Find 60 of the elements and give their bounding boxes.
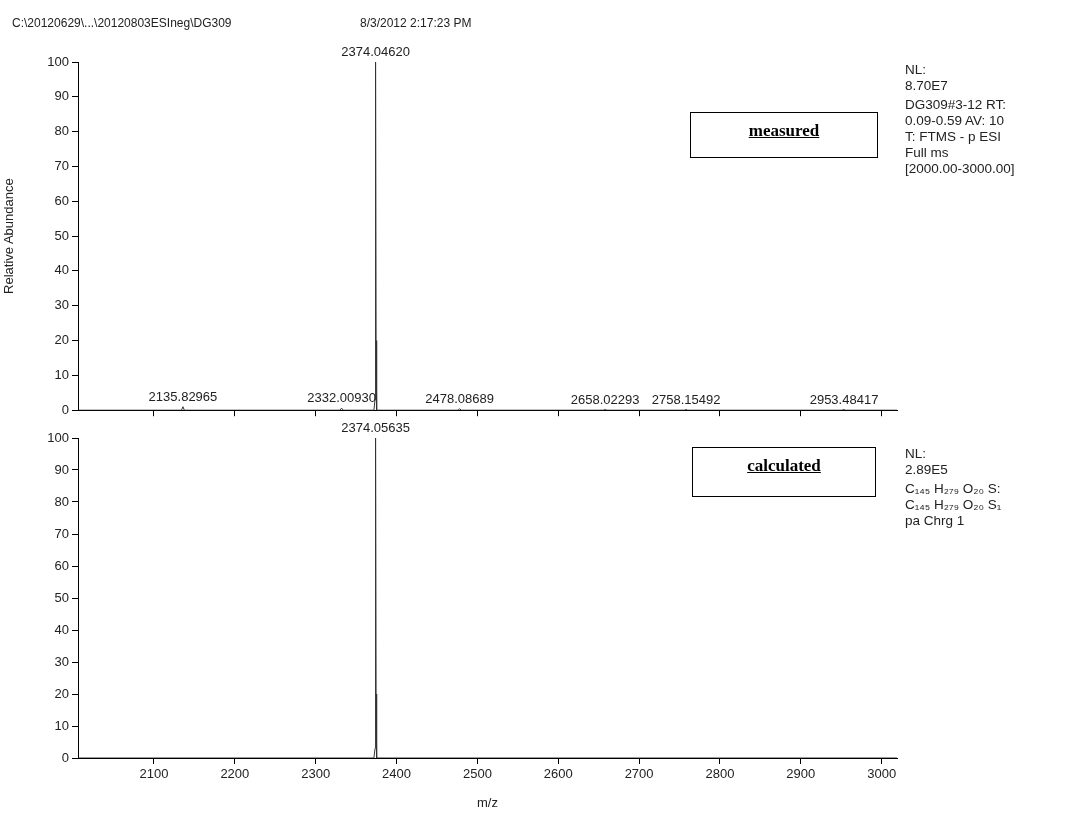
x-tick-label: 2200	[220, 766, 250, 782]
y-tick-label: 20	[54, 685, 69, 701]
annotation: 2953.48417	[809, 391, 879, 407]
x-tick-label: 2100	[139, 766, 169, 782]
y-tick-label: 30	[54, 297, 69, 313]
y-tick-label: 70	[54, 158, 69, 174]
text: 2.89E5	[905, 462, 948, 478]
x-tick-label: 2700	[624, 766, 654, 782]
text: 8.70E7	[905, 78, 948, 94]
x-tick-label: 2500	[462, 766, 492, 782]
text-frame: calculated	[692, 447, 876, 497]
y-tick-label: 100	[47, 53, 69, 69]
annotation: 2758.15492	[651, 391, 721, 407]
y-tick-label: 40	[54, 621, 69, 637]
y-tick-label: 80	[54, 493, 69, 509]
x-tick-label: 2300	[301, 766, 331, 782]
text: NL:	[905, 62, 927, 78]
text: C₁₄₅ H₂₇₉ O₂₀ S₁	[905, 497, 1002, 513]
x-axis-title: m/z	[477, 794, 498, 810]
y-tick-label: 20	[54, 332, 69, 348]
annotation: calculated	[747, 456, 821, 476]
annotation: 2332.00930	[307, 390, 376, 406]
x-tick-label: 2800	[705, 766, 735, 782]
x-tick-label: 2900	[786, 766, 816, 782]
annotation: 2478.08689	[425, 390, 495, 406]
y-tick-label: 10	[54, 717, 69, 733]
y-tick-label: 90	[54, 461, 69, 477]
text: [2000.00-3000.00]	[905, 161, 1015, 177]
chart-subtitle: 8/3/2012 2:17:23 PM	[360, 16, 472, 30]
text: C₁₄₅ H₂₇₉ O₂₀ S:	[905, 481, 1001, 497]
y-tick-label: 100	[47, 429, 69, 445]
y-axis-title: Relative Abundance	[1, 178, 17, 294]
annotation: 2374.04620	[341, 44, 410, 60]
y-tick-label: 0	[61, 401, 69, 417]
x-tick-label: 2600	[543, 766, 573, 782]
text: NL:	[905, 446, 927, 462]
y-tick-label: 30	[54, 653, 69, 669]
y-tick-label: 50	[54, 227, 69, 243]
text: 0.09-0.59 AV: 10	[905, 113, 1005, 129]
y-tick-label: 50	[54, 589, 69, 605]
y-tick-label: 90	[54, 88, 69, 104]
x-tick-label: 3000	[867, 766, 897, 782]
text: T: FTMS - p ESI	[905, 129, 1002, 145]
text: pa Chrg 1	[905, 513, 965, 529]
y-tick-label: 60	[54, 192, 69, 208]
x-tick-label: 2400	[382, 766, 412, 782]
annotation: measured	[748, 121, 820, 141]
text: DG309#3-12 RT:	[905, 97, 1007, 113]
annotation: 2658.02293	[570, 391, 640, 407]
y-tick-label: 70	[54, 525, 69, 541]
text-frame: measured	[690, 112, 878, 158]
annotation: 2135.82965	[148, 388, 218, 404]
chart-title: C:\20120629\...\20120803ESIneg\DG309	[12, 16, 232, 30]
y-tick-label: 40	[54, 262, 69, 278]
annotation: 2374.05635	[341, 420, 410, 436]
text: Full ms	[905, 145, 949, 161]
y-tick-label: 80	[54, 123, 69, 139]
y-tick-label: 60	[54, 557, 69, 573]
y-tick-label: 10	[54, 366, 69, 382]
y-tick-label: 0	[61, 749, 69, 765]
